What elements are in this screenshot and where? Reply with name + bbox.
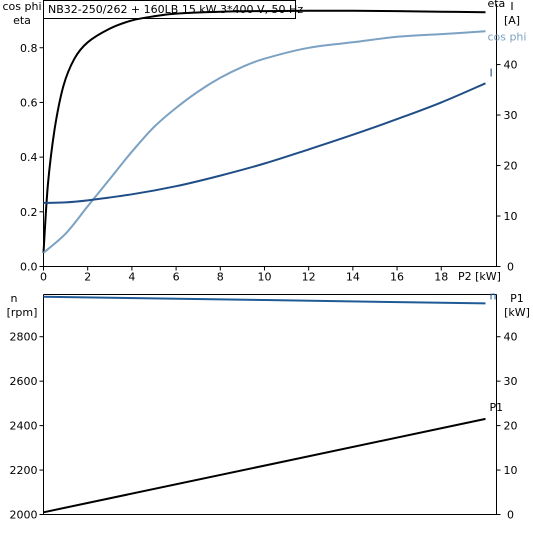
upper-left-axis-label-1: cos phi: [2, 0, 41, 13]
upper-x-tick-label: 0: [40, 271, 47, 284]
lower-right-tick-label: 40: [504, 331, 518, 344]
upper-right-axis-label-1: I: [510, 0, 513, 13]
lower-left-tick-label: 2400: [10, 420, 38, 433]
upper-right-tick-label: 0: [507, 261, 514, 274]
lower-series-p1-label: P1: [489, 401, 503, 414]
upper-chart: cos phi eta I [A] P2 [kW] 0 2 4 6 8 10 12 14 16 1…: [2, 0, 526, 284]
upper-left-tick-label: 0.0: [20, 261, 38, 274]
lower-left-axis-label-1: n: [11, 292, 18, 305]
upper-series-eta-line: [42, 9, 486, 253]
upper-right-axis-label-2: [A]: [504, 14, 520, 27]
upper-x-tick-label: 10: [257, 271, 271, 284]
title-box: NB32-250/262 + 160LB 15 kW 3*400 V, 50 H…: [43, 0, 303, 19]
upper-x-tick-label: 14: [346, 271, 360, 284]
lower-right-tick-label: 0: [507, 509, 514, 522]
upper-left-tick-label: 0.2: [20, 206, 38, 219]
upper-right-tick-label: 10: [504, 210, 518, 223]
lower-series-p1-line: [43, 417, 486, 514]
upper-left-tick-label: 0.8: [20, 42, 38, 55]
lower-right-axis-label-2: [kW]: [504, 306, 530, 319]
upper-x-tick-label: 6: [173, 271, 180, 284]
upper-left-tick-label: 0.4: [20, 151, 38, 164]
upper-x-tick-label: 8: [217, 271, 224, 284]
upper-right-tick-label: 20: [504, 160, 518, 173]
upper-series-i-line: [43, 82, 486, 204]
upper-x-tick-label: 16: [390, 271, 404, 284]
lower-right-tick-label: 30: [504, 375, 518, 388]
upper-x-tick-label: 4: [128, 271, 135, 284]
upper-left-axis-label-2: eta: [13, 14, 31, 27]
lower-left-tick-label: 2200: [10, 464, 38, 477]
lower-left-tick-label: 2000: [10, 509, 38, 522]
upper-series-eta-label: eta: [487, 0, 505, 10]
upper-series-i-label: I: [489, 66, 492, 79]
upper-right-tick-label: 40: [504, 59, 518, 72]
upper-x-axis-label: P2 [kW]: [458, 270, 501, 283]
upper-x-tick-label: 18: [434, 271, 448, 284]
lower-left-tick-label: 2600: [10, 375, 38, 388]
lower-series-n-label: n: [489, 289, 496, 302]
lower-right-axis-label-1: P1: [510, 292, 524, 305]
lower-series-n-line: [43, 295, 486, 305]
upper-x-tick-label: 2: [84, 271, 91, 284]
chart-title: NB32-250/262 + 160LB 15 kW 3*400 V, 50 H…: [48, 3, 303, 16]
upper-right-tick-label: 30: [504, 109, 518, 122]
upper-series-cos-phi-label: cos phi: [487, 30, 526, 43]
upper-series-cos-phi-line: [42, 30, 486, 254]
lower-right-tick-label: 20: [504, 420, 518, 433]
upper-left-tick-label: 0.6: [20, 96, 38, 109]
upper-x-tick-label: 12: [302, 271, 316, 284]
lower-left-tick-label: 2800: [10, 331, 38, 344]
lower-left-axis-label-2: [rpm]: [7, 306, 38, 319]
lower-right-tick-label: 10: [504, 464, 518, 477]
lower-chart: n [rpm] P1 [kW] 2000 2200 2400 2600 2800 0 10 2…: [7, 289, 530, 521]
